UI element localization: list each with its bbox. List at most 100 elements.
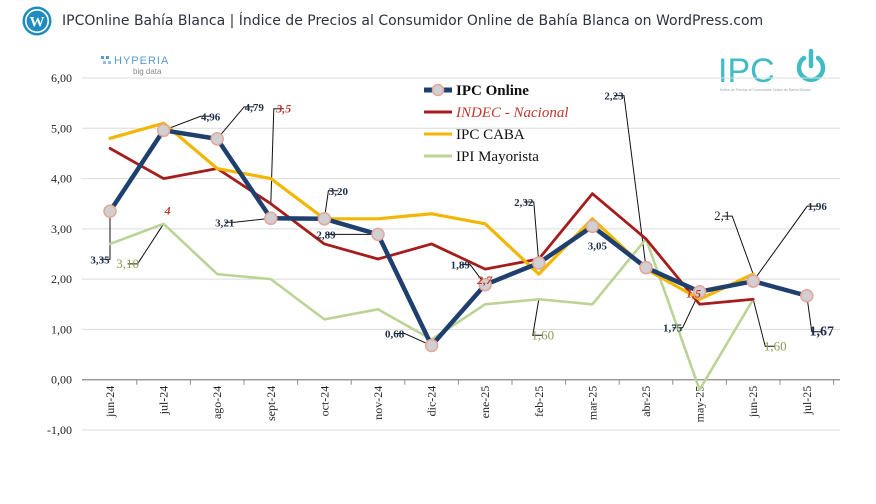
data-label: 3,10	[116, 256, 139, 271]
leader-line	[100, 211, 111, 260]
data-label: 4,96	[201, 111, 221, 123]
x-tick-label: jul-25	[800, 386, 814, 416]
y-tick-label: 5,00	[51, 121, 72, 135]
y-tick-label: 6,00	[51, 71, 72, 85]
hyperia-sub: big data	[133, 67, 162, 76]
data-label: 3,5	[275, 102, 291, 116]
series-line-ipc-online	[107, 128, 810, 348]
legend-label: IPI Mayorista	[456, 149, 539, 165]
data-label: 2,23	[604, 91, 624, 103]
data-point-ipc-online	[478, 277, 492, 292]
ipc-tagline: Índice de Precios al Consumidor Online d…	[720, 88, 811, 92]
y-tick-label: 0,00	[51, 373, 72, 387]
data-point-ipc-online	[746, 274, 760, 288]
leader-line	[216, 106, 255, 140]
x-tick-label: dic-24	[425, 386, 439, 417]
data-point-ipc-online	[103, 204, 117, 219]
series-line-indec-nacional	[108, 147, 755, 306]
page-header: W IPCOnline Bahía Blanca | Índice de Pre…	[0, 0, 876, 44]
x-tick-label: nov-24	[371, 386, 385, 420]
y-tick-label: 2,00	[51, 272, 72, 286]
label-leader-lines	[100, 95, 822, 347]
leader-line	[270, 108, 284, 204]
leader-line	[224, 217, 271, 223]
data-label: 3,05	[588, 240, 608, 252]
x-tick-label: may-25	[693, 386, 707, 423]
legend-label: IPC CABA	[456, 127, 525, 143]
y-tick-label: 4,00	[51, 172, 72, 186]
data-label: 2,7	[476, 273, 493, 287]
x-tick-label: jun-24	[103, 386, 117, 418]
legend-label: IPC Online	[456, 83, 529, 99]
x-tick-label: sept-24	[264, 386, 278, 421]
data-point-ipc-online	[371, 227, 385, 242]
data-label: 1,60	[531, 327, 554, 342]
page-title[interactable]: IPCOnline Bahía Blanca | Índice de Preci…	[62, 13, 764, 29]
wordpress-logo-icon[interactable]: W	[22, 6, 52, 36]
data-point-ipc-online	[585, 219, 600, 234]
data-point-ipc-online	[800, 288, 814, 303]
power-icon	[796, 48, 826, 82]
leader-line	[806, 295, 822, 333]
data-point-ipc-online	[264, 211, 278, 226]
data-point-ipc-online	[639, 260, 653, 275]
leader-line	[323, 190, 339, 219]
leader-line	[672, 291, 701, 329]
leader-line	[523, 201, 540, 264]
hyperia-logo: HYPERIA big data	[101, 55, 169, 76]
leader-line	[532, 299, 543, 336]
ipc-logo-text: IPC	[718, 52, 775, 90]
data-label: 2,32	[514, 197, 534, 209]
svg-text:W: W	[30, 15, 45, 31]
data-label: 1,67	[810, 325, 835, 340]
leader-line	[394, 333, 432, 346]
chart-container: HYPERIA big data IPC Índice de Precios a…	[0, 44, 876, 499]
x-tick-label: oct-24	[317, 386, 331, 417]
data-point-ipc-online	[156, 123, 171, 138]
x-tick-label: jun-25	[746, 386, 760, 418]
legend-marker	[431, 83, 445, 97]
y-tick-label: -1,00	[47, 423, 72, 437]
data-label: 4,79	[245, 102, 265, 114]
leader-line	[722, 215, 754, 275]
data-label: 1,89	[451, 260, 471, 272]
leader-line	[163, 115, 211, 131]
data-label: 2,1	[714, 208, 730, 223]
data-point-ipc-online	[532, 256, 546, 270]
leader-line	[752, 205, 818, 282]
data-point-ipc-online	[692, 284, 707, 299]
series-markers	[103, 123, 814, 353]
data-label: 0,68	[385, 329, 405, 341]
x-tick-label: feb-25	[532, 386, 546, 417]
data-label: 3,21	[215, 217, 234, 229]
data-label: 3,20	[329, 186, 349, 198]
data-label: 2,89	[316, 229, 336, 241]
x-tick-label: abr-25	[639, 386, 653, 417]
legend-label: INDEC - Nacional	[455, 105, 569, 121]
y-tick-label: 1,00	[51, 322, 72, 336]
x-tick-label: jul-24	[157, 386, 171, 416]
leader-line	[460, 264, 486, 285]
x-tick-label: ago-24	[210, 386, 224, 419]
x-tick-label: mar-25	[585, 386, 599, 420]
data-label: 1,5	[686, 286, 701, 300]
data-labels: 3,35 4,96 4,79 3,21 3,20 2,89 0,68 1,89 2,32 3,05…	[90, 91, 834, 354]
data-point-ipc-online	[210, 132, 224, 146]
hyperia-name: HYPERIA	[114, 55, 169, 67]
data-point-ipc-online	[317, 212, 332, 226]
inflation-line-chart: HYPERIA big data IPC Índice de Precios a…	[47, 48, 840, 437]
y-tick-label: 3,00	[51, 222, 72, 236]
ipc-logo: IPC Índice de Precios al Consumidor Onli…	[718, 48, 826, 92]
legend: IPC Online INDEC - Nacional IPC CABA IPI Ma…	[424, 83, 569, 165]
leader-line	[752, 299, 776, 347]
x-tick-label: ene-25	[478, 386, 492, 419]
axes: -1,00 0,00 1,00 2,00 3,00 4,00 5,00 6,00 jun-24 j…	[47, 71, 840, 437]
series-line-ipi-mayorista	[108, 222, 755, 392]
leader-line	[614, 95, 647, 268]
data-label: 1,96	[808, 201, 828, 213]
data-label: 1,60	[764, 338, 787, 353]
leader-line	[127, 223, 165, 265]
branding: HYPERIA big data IPC Índice de Precios a…	[101, 48, 826, 92]
data-label: 4	[164, 204, 171, 218]
data-point-ipc-online	[424, 338, 439, 353]
